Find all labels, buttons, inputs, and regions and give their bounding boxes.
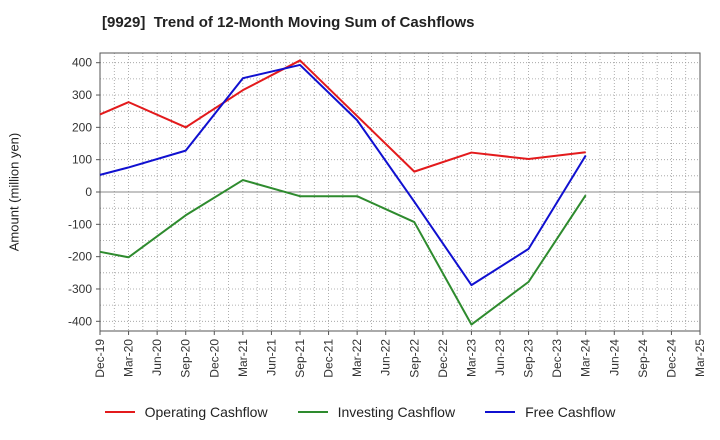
series-line-operating-cashflow [99, 59, 586, 173]
x-tick-label: Jun-22 [379, 339, 393, 376]
y-tick-label: -300 [68, 282, 92, 296]
x-tick-label: Sep-24 [636, 339, 650, 378]
x-tick-label: Mar-21 [236, 339, 250, 377]
x-tick-label: Jun-20 [150, 339, 164, 376]
y-tick-label: -100 [68, 217, 92, 231]
y-tick-label: 0 [85, 185, 92, 199]
y-tick-label: 400 [72, 56, 92, 70]
x-tick-label: Dec-20 [207, 339, 221, 378]
x-tick-label: Dec-21 [322, 339, 336, 378]
legend-swatch [485, 411, 516, 413]
x-tick-label: Mar-20 [122, 339, 136, 377]
legend-item-investing-cashflow: Investing Cashflow [297, 404, 456, 420]
legend-label: Investing Cashflow [337, 404, 456, 420]
x-tick-label: Sep-20 [179, 339, 193, 378]
legend-swatch [104, 411, 135, 413]
x-tick-label: Sep-23 [522, 339, 536, 378]
x-tick-label: Sep-21 [293, 339, 307, 378]
legend-label: Operating Cashflow [144, 404, 268, 420]
y-tick-label: 200 [72, 120, 92, 134]
x-tick-label: Mar-22 [350, 339, 364, 377]
chart-title: [9929] Trend of 12-Month Moving Sum of C… [102, 14, 475, 31]
y-tick-label: 100 [72, 153, 92, 167]
series-line-investing-cashflow [99, 179, 587, 326]
legend-item-free-cashflow: Free Cashflow [485, 404, 615, 420]
legend-item-operating-cashflow: Operating Cashflow [104, 404, 268, 420]
x-tick-label: Dec-24 [664, 339, 678, 378]
legend-swatch [297, 411, 328, 413]
x-tick-label: Mar-23 [464, 339, 478, 377]
series-line-free-cashflow [99, 63, 587, 287]
x-tick-label: Jun-21 [264, 339, 278, 376]
x-tick-label: Jun-24 [607, 339, 621, 376]
x-tick-label: Mar-24 [579, 339, 593, 377]
x-tick-label: Dec-19 [93, 339, 107, 378]
x-tick-label: Dec-22 [436, 339, 450, 378]
y-tick-label: -200 [68, 250, 92, 264]
legend-label: Free Cashflow [525, 404, 616, 420]
y-tick-label: -400 [68, 314, 92, 328]
x-tick-label: Dec-23 [550, 339, 564, 378]
y-tick-label: 300 [72, 88, 92, 102]
legend: Operating Cashflow Investing Cashflow Free… [0, 404, 720, 420]
x-tick-label: Sep-22 [407, 339, 421, 378]
x-tick-label: Jun-23 [493, 339, 507, 376]
x-tick-label: Mar-25 [693, 339, 707, 377]
